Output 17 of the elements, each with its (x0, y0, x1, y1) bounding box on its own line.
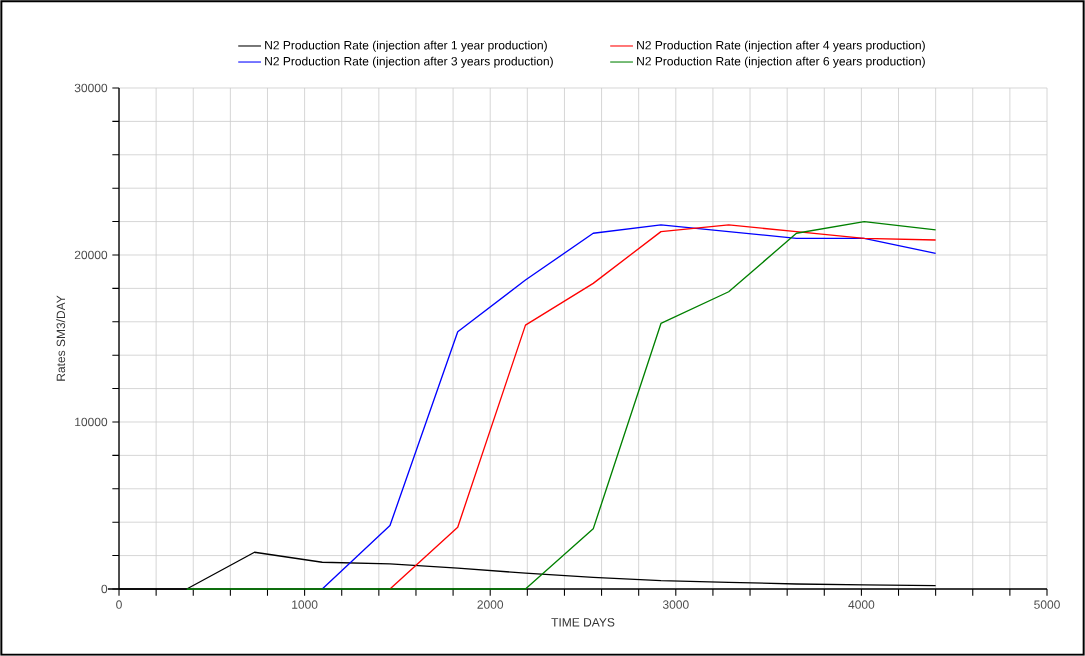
x-axis-title: TIME DAYS (551, 618, 615, 627)
legend-label: N2 Production Rate (injection after 1 year production) (265, 40, 547, 52)
legend-label: N2 Production Rate (injection after 4 years production) (637, 40, 925, 52)
y-tick-label: 30000 (74, 83, 108, 93)
legend-label: N2 Production Rate (injection after 3 years production) (265, 56, 553, 68)
y-tick-label: 20000 (74, 250, 108, 260)
legend-label: N2 Production Rate (injection after 6 years production) (637, 56, 925, 68)
x-tick-label: 2000 (477, 600, 504, 609)
x-tick-label: 4000 (848, 600, 875, 609)
y-tick-label: 10000 (75, 417, 108, 427)
x-tick-label: 0 (116, 600, 122, 609)
x-tick-label: 1000 (292, 600, 318, 609)
line-series (186, 220, 937, 590)
x-tick-label: 5000 (1034, 600, 1060, 609)
x-tick-label: 3000 (662, 600, 689, 609)
y-tick-label: 0 (101, 584, 108, 594)
y-axis-title: Rates SM3/DAY (56, 295, 66, 381)
